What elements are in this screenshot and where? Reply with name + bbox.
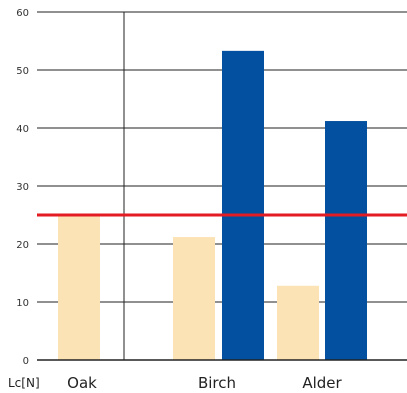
x-category-label-oak: Oak xyxy=(67,374,97,392)
x-category-label-alder: Alder xyxy=(302,374,342,392)
y-axis-ticks: 0 10 20 30 40 50 60 xyxy=(16,8,29,367)
y-unit-label: Lc[N] xyxy=(8,376,40,390)
x-axis-categories: Oak Birch Alder xyxy=(67,374,342,392)
bar-alder-series-1 xyxy=(277,285,319,360)
y-tick-label-20: 20 xyxy=(16,240,29,251)
y-tick-label-40: 40 xyxy=(16,124,29,135)
x-category-label-birch: Birch xyxy=(198,374,236,392)
y-tick-label-60: 60 xyxy=(16,8,29,19)
bar-birch-series-1 xyxy=(173,237,215,360)
bar-alder-series-2 xyxy=(325,121,367,360)
y-tick-label-30: 30 xyxy=(16,182,29,193)
bar-oak-series-1 xyxy=(58,215,100,360)
y-tick-label-10: 10 xyxy=(16,298,29,309)
bars xyxy=(58,50,367,361)
bar-birch-series-2 xyxy=(222,50,264,361)
y-tick-label-0: 0 xyxy=(23,356,29,367)
y-tick-label-50: 50 xyxy=(16,66,29,77)
